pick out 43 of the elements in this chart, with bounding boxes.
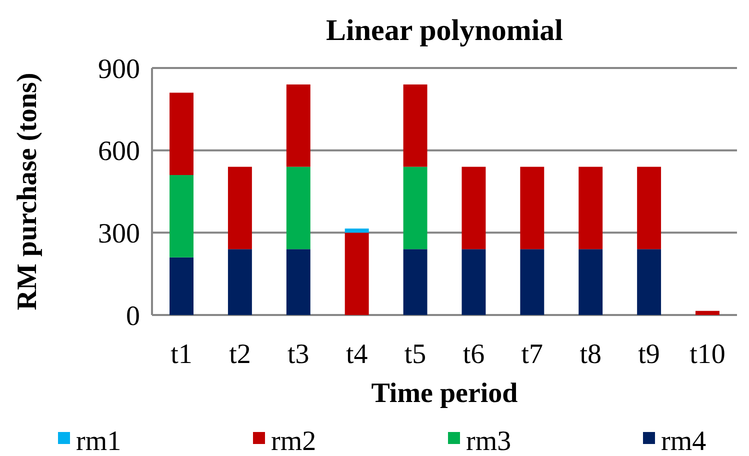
x-tick-label: t2 [229,339,251,370]
x-axis-title: Time period [371,378,518,409]
x-tick-label: t4 [346,339,368,370]
x-tick-label: t10 [690,339,726,370]
legend-label: rm3 [466,426,512,456]
y-tick-label: 900 [98,54,140,85]
bar [403,84,428,167]
bar [286,84,310,167]
bar [520,166,544,250]
y-tick-label: 0 [126,300,140,332]
bar [696,310,720,315]
chart-title: Linear polynomial [326,14,563,47]
x-tick-label: t3 [288,339,310,370]
bar [403,166,428,250]
bar [403,249,428,315]
legend-label: rm2 [271,426,316,456]
x-tick-label: t8 [580,339,602,370]
legend-label: rm1 [76,426,122,456]
bar [462,249,486,315]
x-tick-label: t5 [404,339,426,370]
bar [228,166,252,250]
bar [344,228,369,233]
x-tick-label: t1 [170,339,192,370]
bar [170,92,194,176]
bar [228,249,252,315]
bar [462,166,486,250]
x-tick-label: t6 [462,339,485,370]
x-tick-label: t7 [521,339,544,370]
bar [170,257,194,315]
x-tick-label: t9 [638,339,660,370]
y-axis-title: RM purchase (tons) [12,72,43,310]
bar [578,249,603,315]
legend-label: rm4 [661,426,706,456]
bar [170,175,194,258]
bar [637,166,662,250]
bar [286,249,310,315]
y-tick-label: 300 [98,218,140,250]
bar [637,249,662,315]
bar [286,166,310,250]
bar [520,249,544,315]
bar [578,166,603,250]
y-tick-label: 600 [98,136,140,168]
bar [344,232,369,315]
